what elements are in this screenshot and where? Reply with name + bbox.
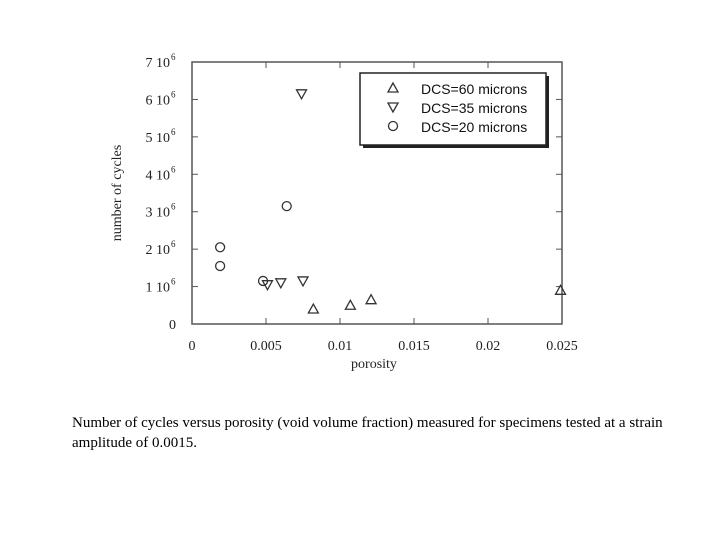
y-tick-exponent: 6 xyxy=(171,89,176,99)
data-points xyxy=(214,89,567,314)
y-tick-label: 1 10 xyxy=(146,281,171,296)
x-tick-label: 0 xyxy=(189,339,196,354)
y-tick-label: 2 10 xyxy=(146,243,171,258)
x-tick-label: 0.015 xyxy=(398,339,430,354)
data-point-triangle-up xyxy=(364,293,378,305)
legend-marker-triangle-down xyxy=(386,102,400,114)
y-tick-exponent: 6 xyxy=(171,52,176,62)
y-tick-label: 4 10 xyxy=(146,168,171,183)
data-point-triangle-down xyxy=(295,89,308,101)
y-tick-exponent: 6 xyxy=(171,277,176,287)
data-point-triangle-down xyxy=(296,276,310,288)
scatter-chart: 0 0.005 0.01 0.015 0.02 0.025 01 10 62 10 63 10… xyxy=(110,52,578,372)
y-tick-exponent: 6 xyxy=(171,127,176,137)
y-axis-label: number of cycles xyxy=(110,145,125,241)
x-tick-label: 0.02 xyxy=(476,339,501,354)
y-tick-label: 6 10 xyxy=(146,93,171,108)
y-tick-label: 5 10 xyxy=(146,131,171,146)
data-point-triangle-up xyxy=(307,302,320,314)
legend-marker-triangle-up xyxy=(386,81,400,93)
figure-caption: Number of cycles versus porosity (void v… xyxy=(72,415,663,451)
legend-label: DCS=20 microns xyxy=(421,119,527,135)
x-tick-label: 0.01 xyxy=(328,339,353,354)
data-point-triangle-up xyxy=(344,298,357,310)
y-tick-label: 7 10 xyxy=(146,56,171,71)
y-tick-exponent: 6 xyxy=(171,164,176,174)
legend: DCS=60 microns DCS=35 microns DCS=20 micro… xyxy=(359,72,549,148)
data-point-circle xyxy=(257,275,269,287)
data-point-circle xyxy=(281,200,292,212)
x-axis: 0 0.005 0.01 0.015 0.02 0.025 xyxy=(189,62,578,354)
y-tick-label: 0 xyxy=(169,318,176,333)
data-point-circle xyxy=(214,260,226,272)
y-tick-exponent: 6 xyxy=(171,239,176,249)
y-axis: 01 10 62 10 63 10 64 10 65 10 66 10 67 10 6 xyxy=(146,52,562,333)
x-axis-label: porosity xyxy=(351,357,397,372)
data-point-circle xyxy=(214,242,226,253)
legend-label: DCS=60 microns xyxy=(421,81,527,97)
y-tick-label: 3 10 xyxy=(146,206,171,221)
plot-frame xyxy=(191,61,563,325)
data-point-triangle-up xyxy=(554,283,567,295)
legend-marker-circle xyxy=(387,120,399,132)
x-tick-label: 0.025 xyxy=(546,339,578,354)
x-tick-label: 0.005 xyxy=(250,339,282,354)
legend-label: DCS=35 microns xyxy=(421,100,527,116)
y-tick-exponent: 6 xyxy=(171,202,176,212)
data-point-triangle-down xyxy=(274,278,287,290)
